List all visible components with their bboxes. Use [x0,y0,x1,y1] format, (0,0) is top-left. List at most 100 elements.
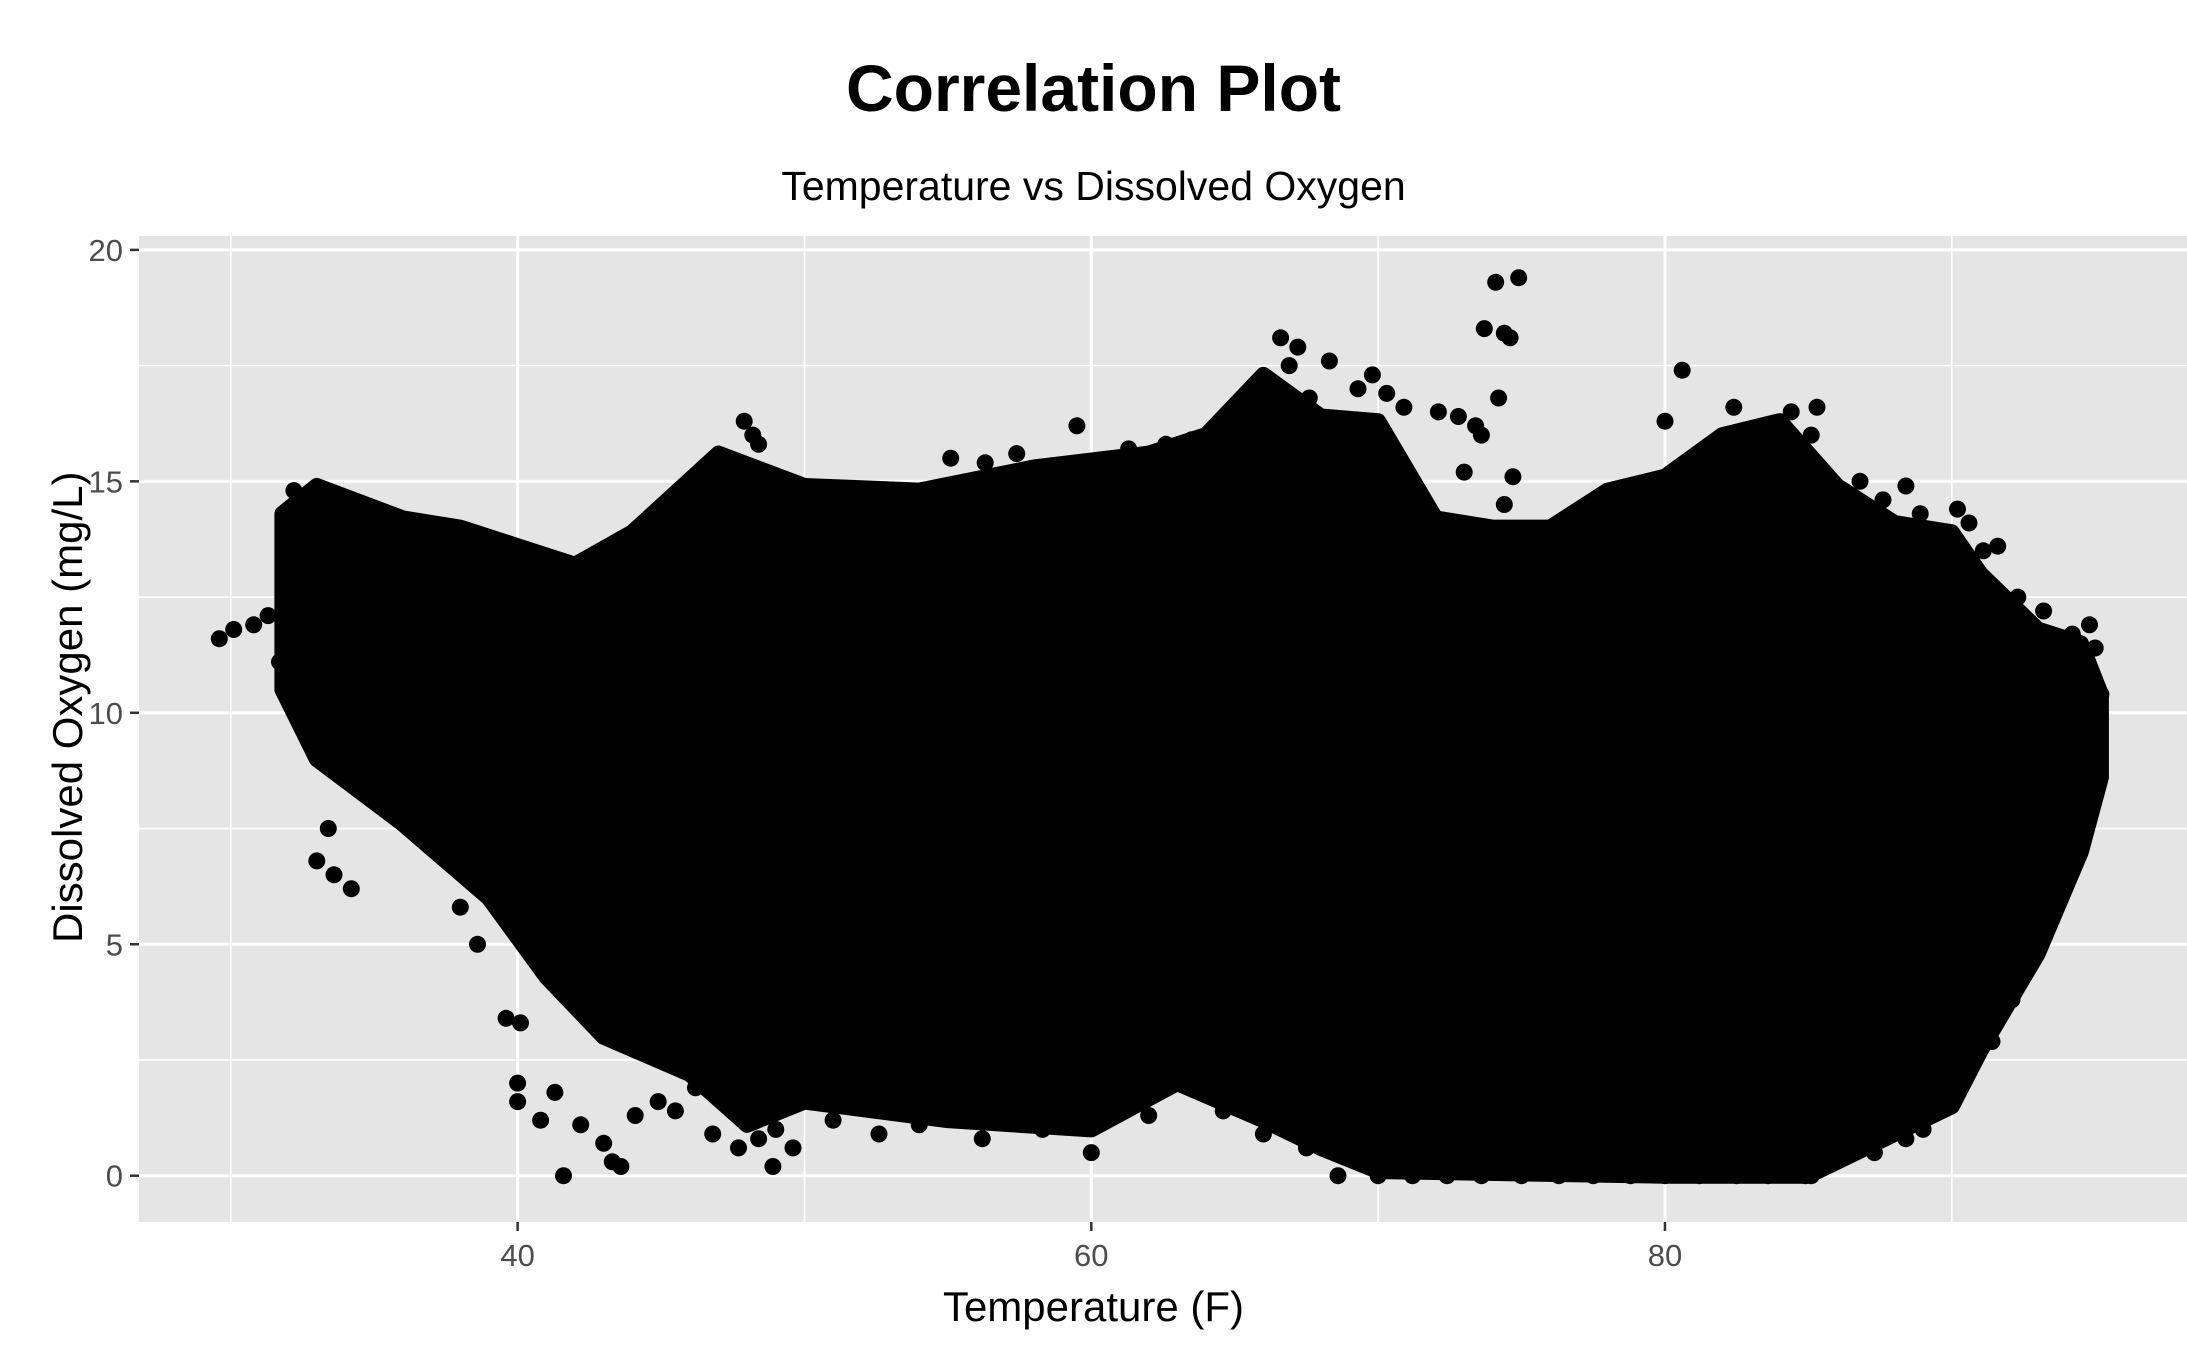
data-point [750,435,768,453]
data-point [1272,329,1290,347]
data-point [666,1102,684,1120]
data-point [572,1116,590,1134]
data-point [2003,991,2021,1009]
dense-point-region [274,366,2109,1184]
y-tick-label: 0 [106,1159,123,1194]
data-point [469,935,486,953]
data-point [1349,380,1367,398]
data-point [1404,1167,1421,1185]
data-point [910,1116,928,1134]
data-point [509,1093,527,1111]
dense-point-cloud [274,366,2109,1184]
data-point [1974,542,1992,560]
data-point [2009,588,2027,606]
data-point [730,1139,747,1157]
data-point [512,1014,529,1032]
data-point [687,1079,704,1097]
data-point [735,412,753,430]
data-point [1395,398,1413,416]
data-point [767,1120,785,1138]
data-point [1550,1167,1568,1185]
data-point [1455,463,1473,481]
data-point [1989,537,2007,555]
data-point [704,1125,722,1143]
data-point [1034,1120,1051,1138]
data-point [612,1158,630,1175]
data-point [973,1130,991,1148]
data-point [2035,602,2053,620]
data-point [1378,384,1396,402]
data-point [784,1139,802,1157]
data-point [1931,528,1949,546]
data-point [1949,500,1966,518]
data-point [1874,491,1892,509]
data-point [2072,815,2090,833]
y-tick-label: 20 [89,233,123,268]
data-point [1257,394,1275,412]
data-point [532,1111,550,1129]
data-point [1865,1144,1883,1162]
data-point [1504,468,1522,486]
data-point [1254,1125,1272,1143]
data-point [1472,426,1490,444]
data-point [750,1130,768,1148]
y-axis-label: Dissolved Oxygen (mg/L) [44,471,91,944]
data-point [1008,445,1026,463]
data-point [1409,482,1427,500]
data-point [1802,426,1820,444]
data-point [1914,1120,1932,1138]
data-point [1510,269,1528,287]
data-point [1438,1167,1456,1185]
data-point [2089,764,2107,782]
data-point [1782,403,1800,421]
data-point [1622,1167,1639,1185]
data-point [1082,1144,1100,1162]
data-point [1851,472,1869,490]
x-tick-label: 40 [500,1238,534,1273]
data-point [1475,320,1493,338]
data-point [1223,417,1241,435]
data-point [2063,625,2081,643]
data-point [1983,1033,2001,1050]
data-point [1472,1167,1490,1185]
data-point [1897,1130,1915,1148]
data-point [1297,1139,1315,1157]
data-point [1363,366,1381,384]
chart-subtitle: Temperature vs Dissolved Oxygen [781,163,1406,209]
data-point [2078,708,2096,726]
data-point [555,1167,572,1185]
data-point [2092,685,2110,703]
data-point [1797,1167,1814,1185]
data-point [1329,1167,1347,1185]
data-point [1656,412,1674,430]
data-point [1690,1167,1708,1185]
data-point [1584,1167,1602,1185]
data-point [1756,417,1774,435]
data-point [2063,861,2081,879]
data-point [285,482,303,500]
chart-title: Correlation Plot [845,51,1342,125]
data-point [1369,1167,1387,1185]
data-point [342,880,360,898]
data-point [1960,1046,1978,1064]
data-point [509,1074,527,1092]
data-point [1183,431,1201,449]
data-point [1214,1102,1232,1120]
data-point [271,653,288,671]
x-tick-label: 80 [1648,1238,1682,1273]
data-point [1725,398,1743,416]
data-point [2081,616,2098,634]
data-point [595,1134,613,1152]
y-axis-ticks: 0 5 10 15 20 [89,233,139,1194]
data-point [1808,398,1826,416]
data-point [1320,352,1338,370]
data-point [1656,1167,1674,1185]
data-point [225,621,243,638]
data-point [1429,403,1447,421]
data-point [259,607,277,625]
data-point [451,898,469,916]
data-point [1487,273,1505,291]
data-point [1157,435,1175,453]
data-point [2020,945,2038,962]
